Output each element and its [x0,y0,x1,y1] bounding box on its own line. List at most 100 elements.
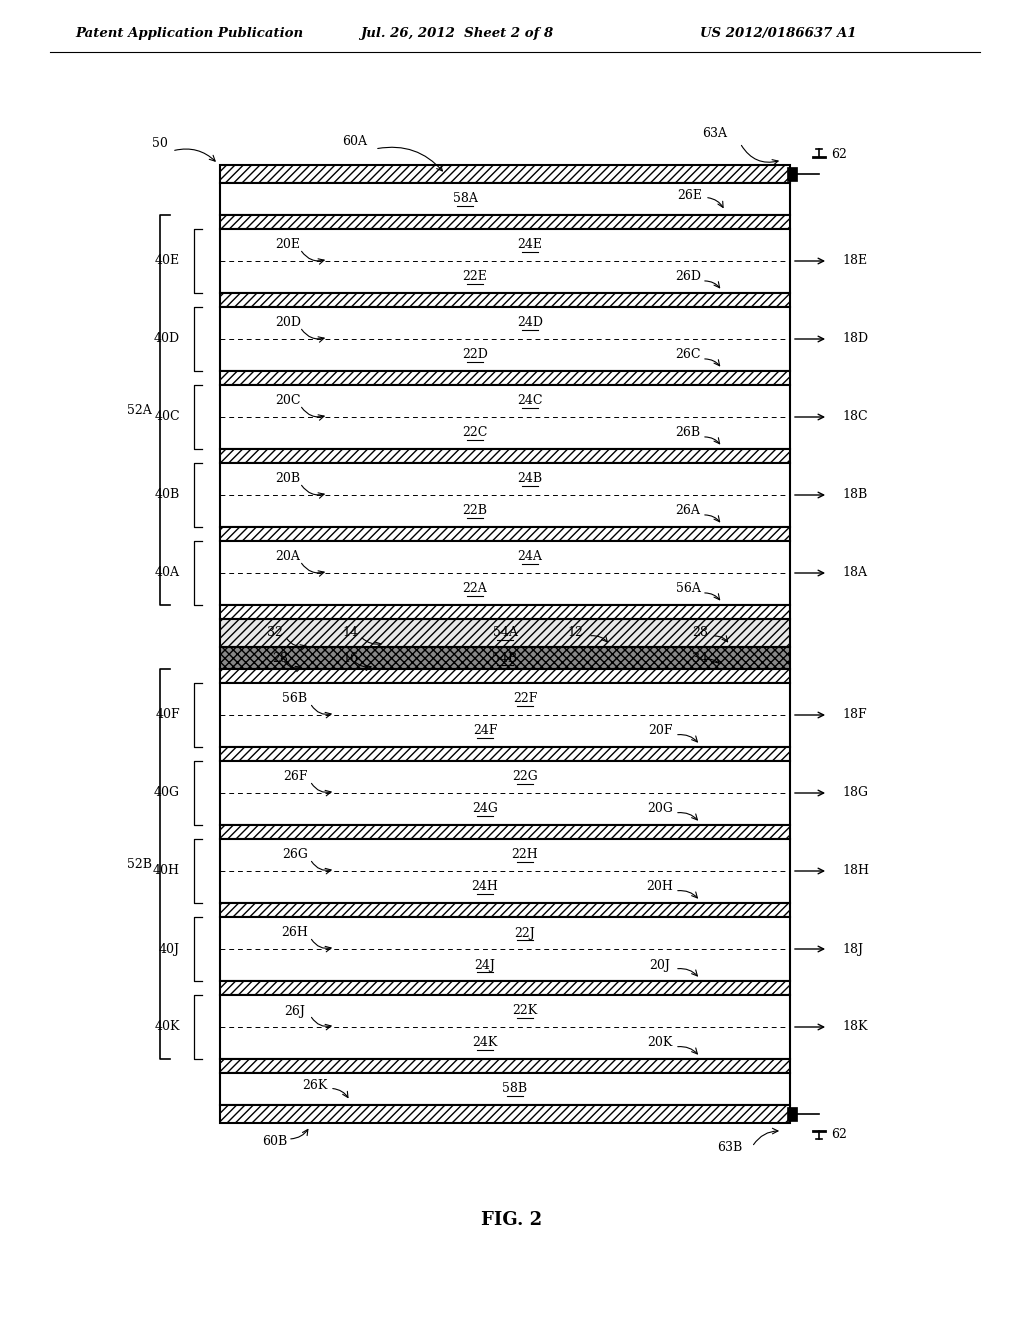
Text: 40F: 40F [156,709,180,722]
Text: 24J: 24J [474,958,496,972]
Bar [220,385,790,449]
Text: 22B: 22B [463,504,487,517]
Text: 32: 32 [267,627,283,639]
Bar [220,449,790,463]
Bar [220,619,790,647]
Text: 24D: 24D [517,317,543,330]
Bar [220,917,790,981]
Text: 40D: 40D [154,333,180,346]
Text: 20H: 20H [646,880,674,894]
Text: 52A: 52A [127,404,152,417]
Bar [220,463,790,527]
Text: 40B: 40B [155,488,180,502]
Text: 63A: 63A [702,127,727,140]
Bar [220,647,790,669]
Text: 20K: 20K [647,1036,673,1049]
Text: 26F: 26F [283,771,307,784]
Text: 26C: 26C [675,348,700,362]
Text: Jul. 26, 2012  Sheet 2 of 8: Jul. 26, 2012 Sheet 2 of 8 [360,26,553,40]
Bar [220,1105,790,1123]
Bar [220,371,790,385]
Text: 18K: 18K [842,1020,867,1034]
Text: 16: 16 [342,652,358,664]
Bar [220,165,790,183]
Text: 24E: 24E [517,239,543,252]
Text: 20F: 20F [648,725,672,738]
Text: 22J: 22J [515,927,536,940]
Bar [220,762,790,825]
Bar [220,183,790,215]
Text: 40H: 40H [153,865,180,878]
Text: 40J: 40J [159,942,180,956]
Text: 22H: 22H [512,849,539,862]
Bar [220,308,790,371]
Text: Patent Application Publication: Patent Application Publication [75,26,303,40]
Text: 18C: 18C [842,411,867,424]
Text: 18J: 18J [842,942,863,956]
Bar [220,1073,790,1105]
Text: 18B: 18B [842,488,867,502]
Text: 22D: 22D [462,348,488,362]
Text: 20J: 20J [649,958,671,972]
Text: 63B: 63B [718,1140,742,1154]
Text: 18H: 18H [842,865,869,878]
Text: 26J: 26J [285,1005,305,1018]
Bar [787,1107,797,1121]
Text: 24C: 24C [517,395,543,408]
Bar [220,215,790,228]
Bar [220,293,790,308]
Text: 20C: 20C [275,395,301,408]
Text: 20G: 20G [647,803,673,816]
Bar [220,981,790,995]
Text: 56A: 56A [676,582,700,595]
Text: 52B: 52B [127,858,152,870]
Text: 24B: 24B [517,473,543,486]
Text: 26D: 26D [675,271,701,284]
Bar [220,527,790,541]
Text: 60A: 60A [342,135,368,148]
Text: 24H: 24H [472,880,499,894]
Text: 62: 62 [831,149,847,161]
Text: 20A: 20A [275,550,300,564]
Text: 62: 62 [831,1129,847,1142]
Text: 26A: 26A [676,504,700,517]
Bar [220,682,790,747]
Text: 60B: 60B [262,1135,288,1148]
Text: 58B: 58B [503,1082,527,1096]
Text: 22E: 22E [463,271,487,284]
Text: 56B: 56B [283,693,307,705]
Text: 12: 12 [567,627,583,639]
Bar [220,541,790,605]
Bar [220,825,790,840]
Text: 26E: 26E [678,189,702,202]
Text: 20D: 20D [275,317,301,330]
Text: 34: 34 [692,652,708,664]
Bar [220,1059,790,1073]
Text: FIG. 2: FIG. 2 [481,1210,543,1229]
Text: 22C: 22C [462,426,487,440]
Text: 22K: 22K [512,1005,538,1018]
Text: 18A: 18A [842,566,867,579]
Text: 54B: 54B [493,652,517,664]
Bar [220,995,790,1059]
Text: 40A: 40A [155,566,180,579]
Text: 18F: 18F [842,709,866,722]
Bar [220,903,790,917]
Text: 28: 28 [692,627,708,639]
Text: 26K: 26K [302,1080,328,1093]
Bar [220,669,790,682]
Text: 50: 50 [152,137,168,150]
Bar [220,605,790,619]
Text: 22F: 22F [513,693,538,705]
Text: 54A: 54A [493,627,517,639]
Text: 24K: 24K [472,1036,498,1049]
Text: 24F: 24F [473,725,498,738]
Text: US 2012/0186637 A1: US 2012/0186637 A1 [700,26,856,40]
Text: 22G: 22G [512,771,538,784]
Text: 24G: 24G [472,803,498,816]
Text: 40K: 40K [155,1020,180,1034]
Text: 40G: 40G [154,787,180,800]
Text: 40E: 40E [155,255,180,268]
Text: 14: 14 [342,627,358,639]
Bar [220,840,790,903]
